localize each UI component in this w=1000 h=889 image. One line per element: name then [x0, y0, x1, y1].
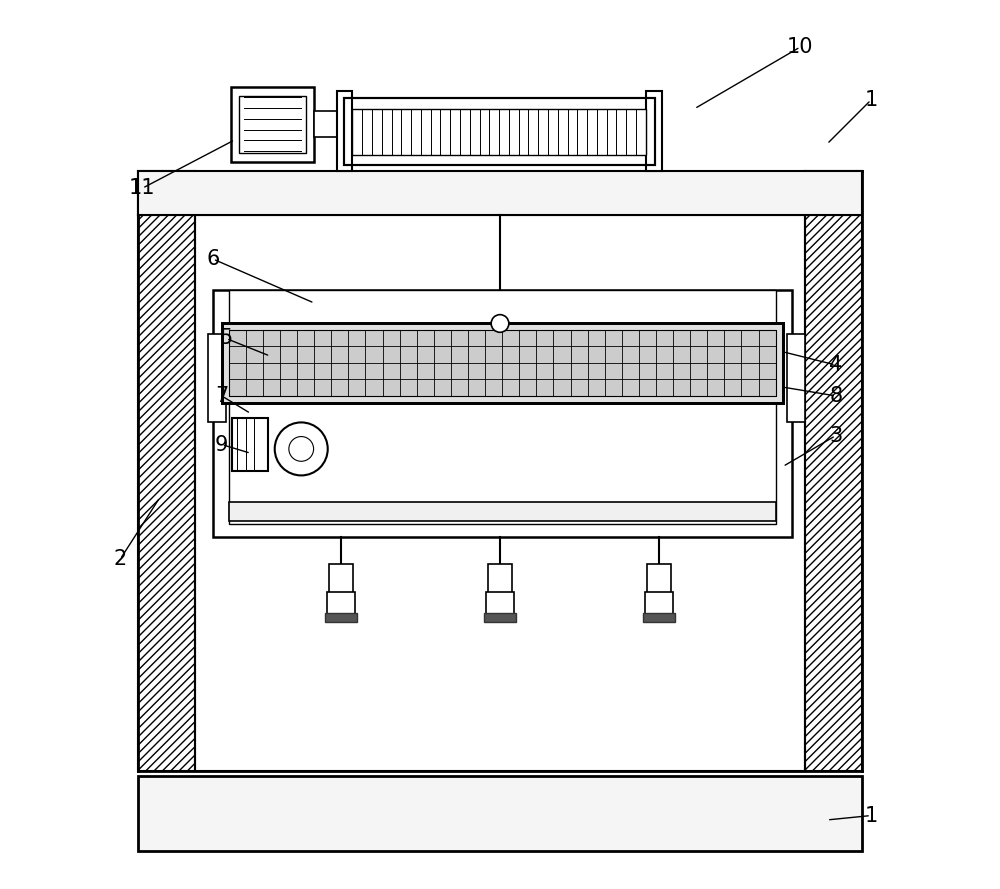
Bar [352, 108, 646, 155]
Bar [486, 592, 514, 617]
Bar [138, 171, 862, 215]
Bar [222, 323, 783, 403]
Bar [222, 323, 783, 403]
Circle shape [491, 315, 509, 332]
Bar [344, 98, 655, 165]
Bar [314, 110, 337, 137]
Bar [645, 592, 673, 617]
Text: 6: 6 [206, 249, 220, 269]
Bar [138, 776, 862, 851]
Bar [484, 613, 516, 622]
Bar [329, 564, 353, 594]
Text: 8: 8 [829, 386, 842, 406]
Bar [643, 613, 675, 622]
Text: 10: 10 [787, 37, 814, 57]
Bar [325, 613, 357, 622]
Bar [344, 98, 655, 165]
Bar [208, 334, 226, 422]
Bar [232, 418, 268, 471]
Text: 9: 9 [215, 435, 228, 454]
Bar [138, 171, 195, 772]
Text: 7: 7 [215, 386, 228, 406]
Bar [647, 564, 671, 594]
Text: 4: 4 [829, 355, 842, 375]
Bar [213, 290, 792, 537]
Bar [787, 334, 805, 422]
Text: 3: 3 [829, 426, 842, 445]
Circle shape [275, 422, 328, 476]
Bar [229, 502, 776, 521]
Bar [646, 91, 662, 171]
Text: 1: 1 [864, 90, 878, 110]
Bar [229, 330, 776, 396]
Bar [231, 87, 314, 162]
Bar [805, 171, 862, 772]
Text: 5: 5 [220, 329, 233, 348]
Text: 11: 11 [129, 179, 155, 198]
Bar [337, 91, 352, 171]
Text: 1: 1 [864, 805, 878, 826]
Circle shape [289, 436, 314, 461]
Bar [488, 564, 512, 594]
Bar [327, 592, 355, 617]
Bar [229, 290, 776, 524]
Bar [239, 95, 306, 153]
Text: 2: 2 [113, 549, 127, 569]
